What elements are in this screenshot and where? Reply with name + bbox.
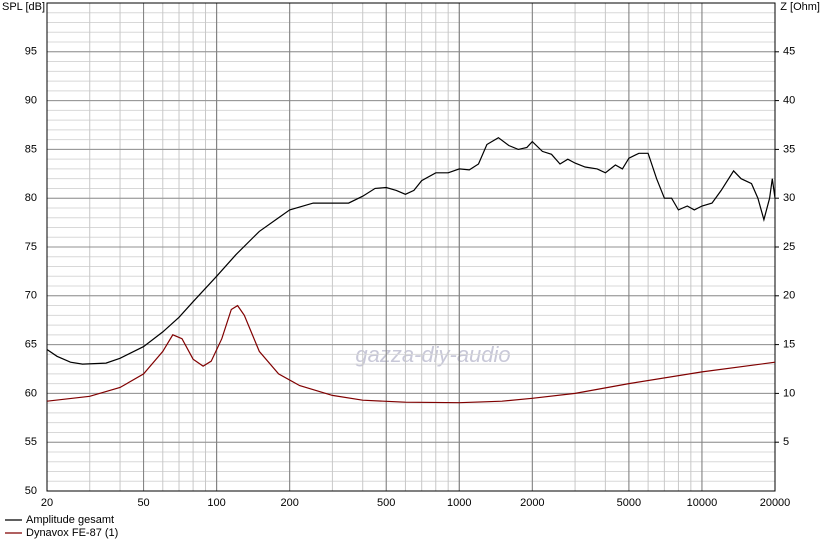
x-tick-label: 5000 <box>617 497 641 509</box>
x-tick-label: 2000 <box>520 497 544 509</box>
y-tick-label: 50 <box>25 485 37 497</box>
y2-tick-label: 5 <box>783 436 789 448</box>
x-tick-label: 1000 <box>447 497 471 509</box>
legend-label: Amplitude gesamt <box>26 514 114 526</box>
y-tick-label: 90 <box>25 95 37 107</box>
x-tick-label: 500 <box>377 497 395 509</box>
y-tick-label: 70 <box>25 290 37 302</box>
y2-tick-label: 15 <box>783 339 795 351</box>
y2-tick-label: 25 <box>783 241 795 253</box>
x-tick-label: 20 <box>41 497 53 509</box>
y-tick-label: 75 <box>25 241 37 253</box>
y-tick-label: 55 <box>25 436 37 448</box>
x-tick-label: 200 <box>280 497 298 509</box>
y2-tick-label: 45 <box>783 46 795 58</box>
y2-tick-label: 40 <box>783 95 795 107</box>
series-line <box>46 136 776 365</box>
y2-tick-label: 35 <box>783 143 795 155</box>
series-line <box>46 304 776 404</box>
y2-tick-label: 20 <box>783 290 795 302</box>
y-tick-label: 65 <box>25 339 37 351</box>
y2-axis-label: Z [Ohm] <box>780 1 820 13</box>
y-tick-label: 80 <box>25 192 37 204</box>
x-tick-label: 20000 <box>760 497 791 509</box>
x-tick-label: 50 <box>137 497 149 509</box>
legend-label: Dynavox FE-87 (1) <box>26 527 118 539</box>
y-tick-label: 60 <box>25 387 37 399</box>
y-axis-label: SPL [dB] <box>2 1 45 13</box>
y-tick-label: 95 <box>25 46 37 58</box>
y2-tick-label: 10 <box>783 387 795 399</box>
x-tick-label: 10000 <box>687 497 718 509</box>
y-tick-label: 85 <box>25 143 37 155</box>
y2-tick-label: 30 <box>783 192 795 204</box>
x-tick-label: 100 <box>207 497 225 509</box>
plot-frame <box>46 2 776 492</box>
